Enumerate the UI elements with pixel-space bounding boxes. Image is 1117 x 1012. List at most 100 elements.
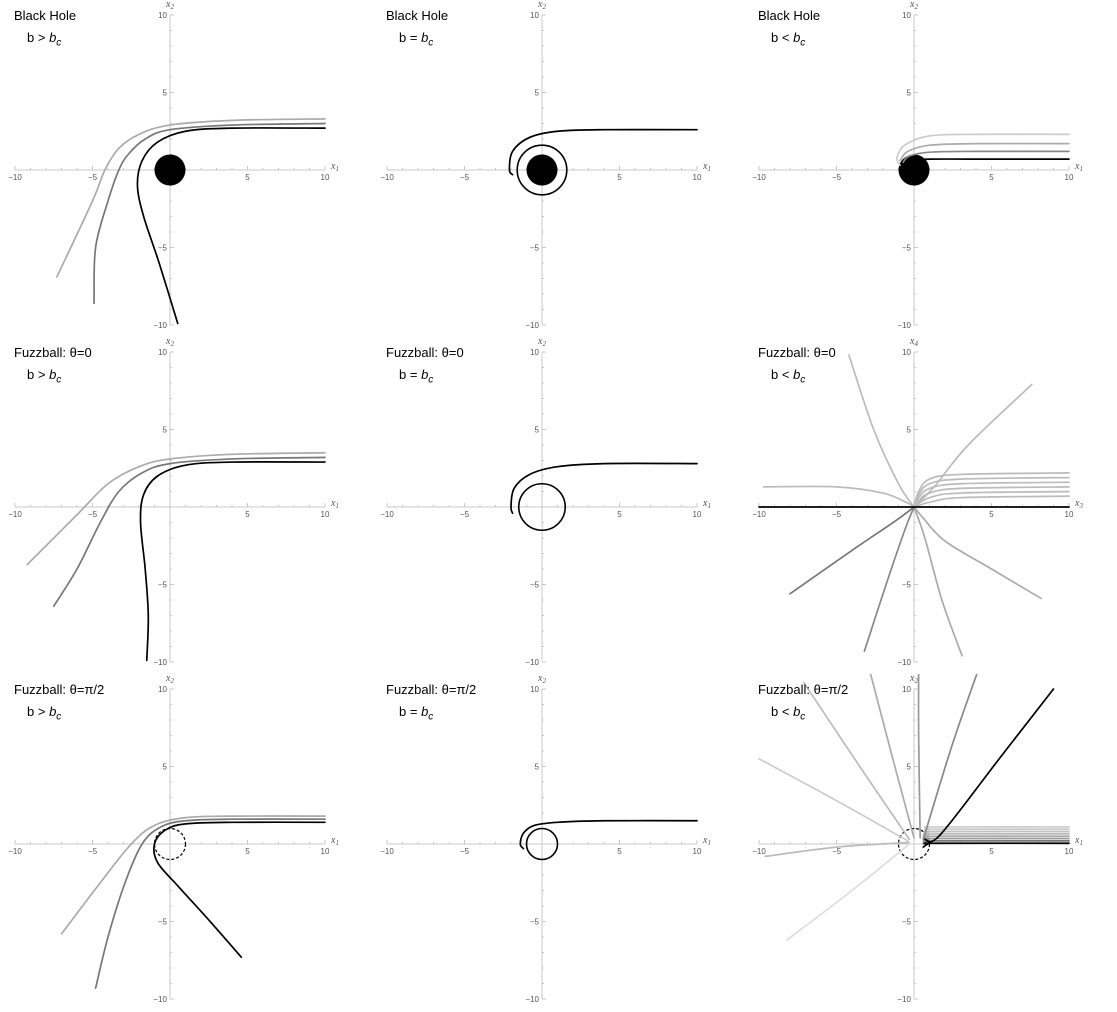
x-tick-label: −10	[380, 510, 394, 519]
condition-b: b	[771, 30, 779, 45]
geodesic-curve	[922, 674, 978, 841]
y-tick-label: −10	[153, 658, 167, 667]
y-tick-label: −10	[897, 995, 911, 1004]
x-axis-label: x1	[702, 498, 711, 510]
impact-parameter-condition: b > bc	[27, 704, 61, 723]
condition-subscript: c	[428, 374, 434, 386]
y-axis-label: x2	[909, 0, 918, 11]
impact-parameter-condition: b = bc	[399, 367, 433, 386]
x-tick-label: −5	[460, 847, 470, 856]
photon-ring	[525, 827, 559, 861]
y-axis-label: x2	[537, 673, 546, 685]
chart-panel: −10 −5 5 10 −10 −5 5 10 x1 x2 Black Hole b < bc	[744, 0, 1116, 337]
geodesic-curve	[902, 150, 1070, 164]
x-tick-label: 5	[989, 510, 994, 519]
condition-subscript: c	[56, 711, 62, 723]
y-tick-label: 5	[535, 426, 540, 435]
photon-ring	[516, 144, 568, 196]
y-tick-label: −5	[530, 244, 540, 253]
geodesic-curve	[139, 460, 326, 662]
geodesic-curve	[913, 472, 1070, 508]
x-tick-label: −10	[380, 847, 394, 856]
x-tick-label: 10	[1065, 510, 1074, 519]
y-tick-label: −10	[525, 658, 539, 667]
y-axis-label: x2	[165, 336, 174, 348]
condition-bc: b	[421, 367, 429, 382]
geodesic-curve	[913, 490, 1070, 508]
condition-operator: =	[406, 704, 422, 719]
y-tick-label: −10	[897, 658, 911, 667]
y-tick-label: −5	[530, 918, 540, 927]
black-hole-disk	[526, 154, 558, 186]
y-tick-label: −5	[158, 581, 168, 590]
condition-operator: =	[406, 30, 422, 45]
panel-title: Fuzzball: θ=0	[758, 345, 836, 360]
y-tick-label: 5	[163, 89, 168, 98]
x-tick-label: −5	[88, 510, 98, 519]
condition-bc: b	[49, 367, 57, 382]
panel-title: Fuzzball: θ=0	[14, 345, 92, 360]
geodesic-curve	[789, 506, 915, 595]
geodesic-curve	[913, 481, 1070, 508]
geodesic-curve	[913, 506, 1042, 600]
geodesic-curve	[924, 688, 1055, 843]
x-tick-label: −10	[8, 847, 22, 856]
geodesic-curve	[803, 681, 911, 841]
geodesic-curve	[136, 127, 326, 325]
x-tick-label: 10	[321, 510, 330, 519]
geodesic-curve	[94, 818, 326, 989]
x-tick-label: 10	[693, 847, 702, 856]
panel-title: Black Hole	[386, 8, 449, 23]
black-hole-disk	[898, 154, 930, 186]
y-tick-label: 10	[530, 348, 539, 357]
y-tick-label: −10	[153, 995, 167, 1004]
x-tick-label: 10	[1065, 847, 1074, 856]
y-tick-label: 5	[163, 763, 168, 772]
x-tick-label: 5	[245, 510, 250, 519]
panel-title: Black Hole	[14, 8, 77, 23]
geodesic-curve	[895, 133, 1070, 167]
condition-bc: b	[49, 704, 57, 719]
condition-bc: b	[793, 704, 801, 719]
y-tick-label: −5	[902, 918, 912, 927]
y-tick-label: 10	[902, 11, 911, 20]
y-tick-label: 10	[530, 11, 539, 20]
condition-b: b	[771, 367, 779, 382]
geodesic-curve	[764, 841, 911, 858]
condition-b: b	[27, 367, 35, 382]
impact-parameter-condition: b = bc	[399, 30, 433, 49]
x-axis-label: x1	[702, 835, 711, 847]
y-axis-label: x2	[537, 336, 546, 348]
panel-title: Fuzzball: θ=π/2	[386, 682, 477, 697]
x-tick-label: −5	[88, 847, 98, 856]
y-axis-label: x4	[909, 336, 918, 348]
condition-bc: b	[421, 30, 429, 45]
impact-parameter-condition: b < bc	[771, 30, 805, 49]
geodesic-curve	[786, 843, 911, 941]
x-tick-label: 5	[989, 847, 994, 856]
x-tick-label: 5	[617, 173, 622, 182]
x-tick-label: 10	[1065, 173, 1074, 182]
chart-panel: −10 −5 5 10 −10 −5 5 10 x1 x2 Fuzzball: θ=0 b = bc	[372, 336, 744, 674]
x-axis-label: x1	[1074, 161, 1083, 173]
y-tick-label: 5	[535, 763, 540, 772]
x-tick-label: −5	[460, 510, 470, 519]
chart-panel: −10 −5 5 10 −10 −5 5 10 x1 x2 Fuzzball: θ=π/2 b < b…	[744, 673, 1116, 1011]
y-tick-label: 10	[158, 11, 167, 20]
impact-parameter-condition: b > bc	[27, 367, 61, 386]
condition-operator: =	[406, 367, 422, 382]
geodesic-curve	[519, 819, 698, 850]
geodesic-curve	[863, 506, 915, 652]
x-tick-label: 5	[617, 510, 622, 519]
y-tick-label: 10	[158, 685, 167, 694]
chart-panel: −10 −5 5 10 −10 −5 5 10 x1 x2 Fuzzball: θ=0 b > bc	[0, 336, 372, 674]
panel-title: Fuzzball: θ=0	[386, 345, 464, 360]
y-tick-label: −10	[897, 321, 911, 330]
geodesic-curve	[153, 821, 326, 958]
x-tick-label: 10	[321, 847, 330, 856]
y-tick-label: −10	[525, 321, 539, 330]
